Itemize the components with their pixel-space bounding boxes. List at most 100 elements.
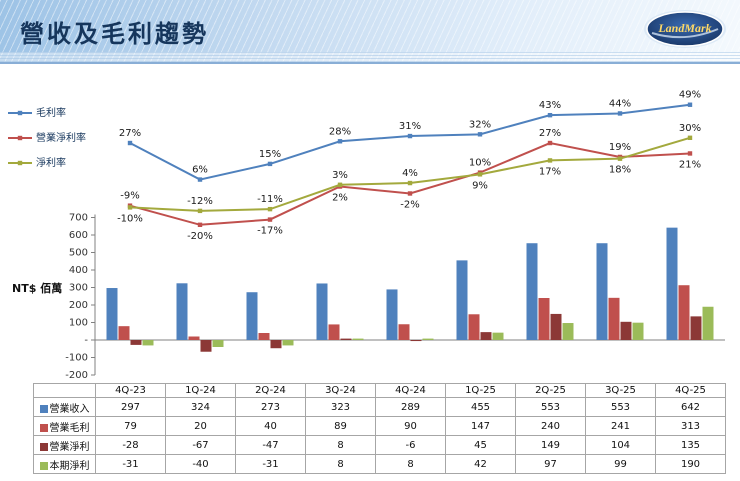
data-label: 49%: [679, 90, 701, 101]
y-tick-label: 400: [69, 265, 88, 276]
y-tick-label: -100: [65, 353, 88, 364]
axis-unit-label: NT$ 佰萬: [12, 281, 62, 295]
table-corner-cell: [33, 383, 96, 398]
bar-series-營業毛利: [118, 285, 690, 340]
bar: [410, 340, 422, 342]
data-label: 28%: [329, 126, 351, 137]
data-label: 10%: [469, 158, 491, 169]
bar: [562, 323, 574, 340]
legend-item-淨利率: 淨利率: [8, 156, 66, 169]
table-row: 營業淨利 -28 -67 -47 8 -6 45 149 104 135: [33, 435, 726, 455]
data-label: 21%: [679, 159, 701, 170]
table-value-cell: 97: [515, 454, 586, 474]
bar: [176, 283, 188, 340]
table-value-cell: 553: [585, 397, 656, 417]
bar: [106, 288, 118, 340]
table-value-cell: -31: [95, 454, 166, 474]
bar: [538, 298, 550, 340]
marker: [687, 102, 693, 107]
data-label: 27%: [539, 128, 561, 139]
legend-label: 淨利率: [36, 156, 66, 169]
bar: [398, 324, 410, 340]
quarter-header: 1Q-25: [445, 383, 516, 398]
bar: [340, 338, 352, 340]
marker: [477, 132, 483, 137]
table-value-cell: 8: [305, 454, 376, 474]
page-title: 營收及毛利趨勢: [20, 21, 209, 48]
table-value-cell: -47: [235, 435, 306, 455]
landmark-logo-icon: LandMark: [644, 10, 726, 48]
table-header-row: 4Q-23 1Q-24 2Q-24 3Q-24 4Q-24 1Q-25 2Q-25 3Q-25…: [33, 383, 726, 398]
quarter-header: 2Q-25: [515, 383, 586, 398]
data-label: 27%: [119, 128, 141, 139]
table-value-cell: 289: [375, 397, 446, 417]
marker: [337, 139, 343, 144]
bar: [188, 336, 200, 340]
bar: [118, 326, 130, 340]
data-label: -11%: [257, 194, 283, 205]
marker: [197, 177, 203, 182]
bar: [200, 340, 212, 352]
bar: [282, 340, 294, 346]
legend-item-毛利率: 毛利率: [8, 106, 66, 119]
table-value-cell: -31: [235, 454, 306, 474]
series-color-swatch: [39, 442, 48, 451]
data-label: 17%: [539, 166, 561, 177]
marker: [687, 135, 693, 140]
y-tick-label: 300: [69, 283, 88, 294]
table-value-cell: -6: [375, 435, 446, 455]
marker: [617, 156, 623, 161]
row-label: 營業毛利: [33, 416, 96, 436]
legend-item-營業淨利率: 營業淨利率: [8, 131, 86, 144]
bar: [526, 243, 538, 340]
marker: [547, 158, 553, 163]
table-value-cell: 273: [235, 397, 306, 417]
y-tick-label: 700: [69, 213, 88, 224]
data-label: 6%: [192, 165, 208, 176]
data-label: 15%: [259, 149, 281, 160]
bar: [270, 340, 282, 349]
row-label: 本期淨利: [33, 454, 96, 474]
table-value-cell: 8: [375, 454, 446, 474]
legend-label: 營業淨利率: [36, 131, 86, 144]
quarter-header: 4Q-25: [655, 383, 726, 398]
data-label: 3%: [332, 170, 348, 181]
bar: [258, 333, 270, 340]
quarter-header: 4Q-23: [95, 383, 166, 398]
marker: [547, 140, 553, 146]
bar-series-營業收入: [106, 227, 678, 340]
bar: [386, 289, 398, 340]
marker: [617, 111, 623, 116]
marker: [267, 206, 273, 212]
table-value-cell: 40: [235, 416, 306, 436]
table-value-cell: 104: [585, 435, 656, 455]
marker: [407, 180, 413, 186]
combo-chart: 700 600 500 400 300 200 100 - -100 -200 NT$ 佰萬 27% 6…: [8, 90, 725, 381]
legend-marker: [17, 135, 23, 141]
y-tick-label: 100: [69, 318, 88, 329]
data-label: 31%: [399, 121, 421, 132]
data-label: -20%: [187, 231, 213, 242]
marker: [547, 112, 553, 118]
data-label: -12%: [187, 196, 213, 207]
marker: [687, 151, 693, 156]
table-row: 本期淨利 -31 -40 -31 8 8 42 97 99 190: [33, 454, 726, 474]
table-value-cell: 553: [515, 397, 586, 417]
quarter-header: 4Q-24: [375, 383, 446, 398]
bar: [678, 285, 690, 340]
table-value-cell: 323: [305, 397, 376, 417]
series-color-swatch: [39, 423, 48, 432]
table-value-cell: 147: [445, 416, 516, 436]
bar: [492, 332, 504, 340]
bar: [328, 324, 340, 340]
table-value-cell: 99: [585, 454, 656, 474]
y-tick-label: 600: [69, 230, 88, 241]
legend-marker: [17, 160, 23, 166]
marker: [407, 191, 413, 196]
table-value-cell: 313: [655, 416, 726, 436]
bar: [468, 314, 480, 340]
bar: [130, 340, 142, 345]
marker: [267, 161, 273, 167]
bar: [142, 340, 154, 346]
bar: [608, 297, 620, 340]
